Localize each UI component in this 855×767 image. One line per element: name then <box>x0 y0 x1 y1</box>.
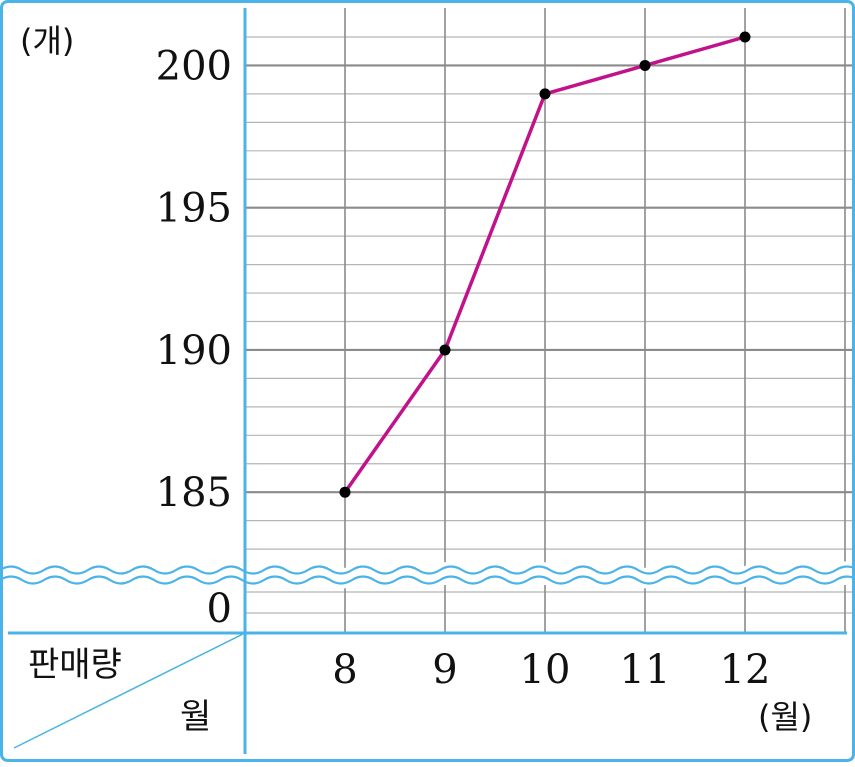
y-tick-label: 190 <box>156 328 232 374</box>
axis-break-line-lower <box>0 575 855 585</box>
data-point <box>739 31 751 43</box>
data-series <box>339 31 751 498</box>
y-tick-label: 200 <box>156 43 232 89</box>
y-unit-label: (개) <box>20 22 74 60</box>
corner-label-month: 월 <box>180 697 211 737</box>
axis-break-line-upper <box>0 565 855 575</box>
grid <box>245 8 855 633</box>
y-zero-label: 0 <box>207 586 232 632</box>
corner-diagonal <box>13 632 246 749</box>
x-tick-labels: 8 9 10 11 12 <box>332 647 770 693</box>
axis-break <box>0 561 855 589</box>
data-point <box>339 486 351 498</box>
data-point <box>639 59 651 71</box>
x-unit-label: (월) <box>758 698 812 736</box>
x-tick-label: 12 <box>720 647 771 693</box>
corner-label-sales: 판매량 <box>28 645 122 685</box>
data-point <box>539 88 551 100</box>
y-tick-label: 195 <box>156 186 232 232</box>
data-point <box>439 344 451 356</box>
y-tick-label: 185 <box>156 470 232 516</box>
x-tick-label: 8 <box>332 647 357 693</box>
labels: (개) (월) 판매량 월 0 <box>20 22 812 737</box>
y-tick-labels: 185 190 195 200 <box>156 43 232 516</box>
x-tick-label: 11 <box>620 647 671 693</box>
x-tick-label: 10 <box>520 647 571 693</box>
x-tick-label: 9 <box>432 647 457 693</box>
